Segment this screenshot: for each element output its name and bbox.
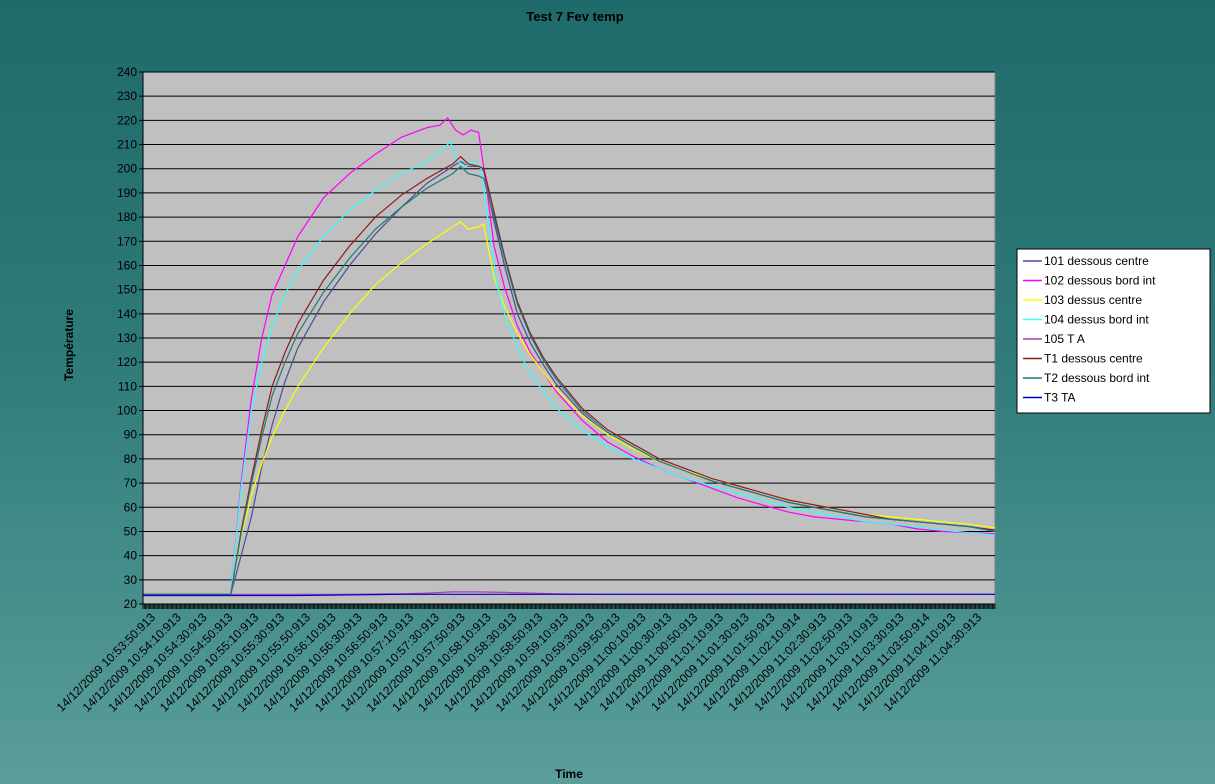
y-tick-label: 20 bbox=[124, 597, 138, 611]
legend-label: T2 dessous bord int bbox=[1044, 371, 1150, 385]
series-line bbox=[143, 141, 996, 595]
y-tick-label: 60 bbox=[124, 500, 138, 514]
y-tick-label: 230 bbox=[117, 89, 137, 103]
y-tick-label: 190 bbox=[117, 186, 137, 200]
x-axis-label: Time bbox=[555, 767, 583, 781]
series-line bbox=[143, 593, 995, 597]
y-tick-label: 180 bbox=[117, 210, 137, 224]
series-line bbox=[143, 155, 996, 595]
y-tick-label: 160 bbox=[117, 258, 137, 272]
series-group bbox=[143, 116, 996, 597]
y-tick-label: 130 bbox=[117, 331, 137, 345]
y-tick-label: 40 bbox=[124, 549, 138, 563]
legend-label: 104 dessus bord int bbox=[1044, 313, 1149, 327]
legend-box bbox=[1016, 248, 1211, 414]
y-tick-label: 110 bbox=[118, 379, 137, 393]
legend-label: 105 T A bbox=[1044, 332, 1085, 346]
y-tick-label: 70 bbox=[124, 476, 138, 490]
legend: 101 dessous centre 102 dessous bord int 10… bbox=[1016, 248, 1211, 414]
legend-label: 103 dessus centre bbox=[1044, 293, 1142, 307]
y-tick-label: 100 bbox=[117, 404, 137, 418]
legend-label: T1 dessous centre bbox=[1044, 352, 1143, 366]
y-tick-label: 140 bbox=[117, 307, 137, 321]
y-tick-label: 150 bbox=[117, 283, 137, 297]
legend-label: 101 dessous centre bbox=[1044, 254, 1149, 268]
y-axis-label: Température bbox=[62, 309, 76, 381]
y-axis: 20 30 40 50 60 70 80 90 100 110 120 130 140 150 160 170… bbox=[117, 65, 144, 611]
y-tick-label: 220 bbox=[117, 113, 137, 127]
y-tick-label: 170 bbox=[117, 234, 137, 248]
y-tick-label: 80 bbox=[124, 452, 138, 466]
series-line bbox=[143, 165, 996, 595]
legend-label: T3 TA bbox=[1044, 391, 1076, 405]
y-tick-label: 210 bbox=[117, 138, 137, 152]
series-line bbox=[143, 116, 996, 595]
y-tick-label: 50 bbox=[124, 524, 138, 538]
y-tick-label: 90 bbox=[124, 428, 138, 442]
y-tick-label: 30 bbox=[124, 573, 138, 587]
legend-label: 102 dessous bord int bbox=[1044, 274, 1156, 288]
y-tick-label: 200 bbox=[117, 162, 137, 176]
chart-title: Test 7 Fev temp bbox=[526, 9, 623, 24]
y-tick-label: 240 bbox=[117, 65, 137, 79]
y-tick-label: 120 bbox=[117, 355, 137, 369]
